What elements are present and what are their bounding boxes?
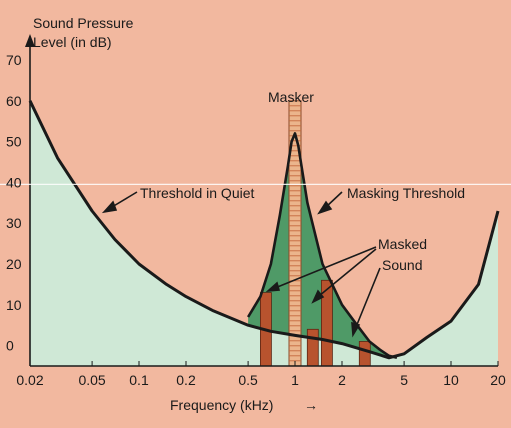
y-tick-label: 40	[6, 174, 22, 190]
x-axis-arrow: →	[304, 397, 318, 413]
curve-layer	[28, 100, 500, 360]
x-tick-label: 0.5	[238, 372, 258, 388]
x-tick-label: 0.02	[16, 372, 43, 388]
threshold-in-quiet-line	[28, 100, 500, 360]
x-tick-label: 2	[338, 372, 346, 388]
y-axis-arrowhead	[25, 34, 35, 47]
masked-arrowhead-3	[351, 321, 361, 338]
y-tick-label: 20	[6, 256, 22, 272]
fill-layer	[30, 100, 498, 367]
y-tick-label: 50	[6, 134, 22, 150]
masked-arrow-line-3	[355, 267, 381, 328]
masking-threshold-label: Masking Threshold	[347, 185, 465, 201]
x-tick-label: 20	[490, 372, 506, 388]
masked-arrowhead-1	[265, 281, 281, 293]
x-tick-label: 0.05	[78, 372, 105, 388]
x-tick-label: 0.2	[176, 372, 196, 388]
axes-layer: 0 10 20 30 40 50 60 70 0.02 0.05 0.1 0.2 0.5 1 2 5 10 20	[0, 34, 511, 388]
x-tick-label: 1	[291, 372, 299, 388]
masked-sound-label-line-2: Sound	[382, 257, 422, 273]
bar-layer	[259, 100, 371, 367]
x-tick-label: 5	[400, 372, 408, 388]
masked-sound-label-line-1: Masked	[378, 236, 427, 252]
y-tick-label: 60	[6, 93, 22, 109]
below-quiet-threshold-area	[30, 100, 498, 367]
quiet-label-arrowhead	[101, 200, 118, 214]
masked-sound-bar	[306, 328, 319, 367]
masker-label: Masker	[268, 89, 314, 105]
y-axis-label-line-2: Level (in dB)	[33, 34, 112, 50]
masking-label-arrowhead	[317, 200, 333, 215]
x-tick-label: 10	[443, 372, 459, 388]
masking-threshold-line	[246, 132, 398, 360]
masked-arrow-line-2	[318, 248, 377, 297]
x-axis-label: Frequency (kHz)	[170, 397, 273, 413]
y-axis-label-line-1: Sound Pressure	[33, 15, 134, 31]
masked-sound-bar	[358, 341, 371, 367]
y-tick-label: 70	[6, 52, 22, 68]
y-tick-label: 30	[6, 215, 22, 231]
y-tick-label: 10	[6, 297, 22, 313]
threshold-in-quiet-label: Threshold in Quiet	[140, 185, 255, 201]
annotation-arrows	[101, 191, 381, 338]
x-tick-label: 0.1	[129, 372, 149, 388]
quiet-label-arrow-line	[111, 191, 138, 208]
y-tick-label: 0	[6, 338, 14, 354]
masking-threshold-area	[248, 133, 397, 366]
masked-arrowhead-2	[311, 289, 325, 304]
masked-arrow-line-1	[274, 246, 377, 289]
